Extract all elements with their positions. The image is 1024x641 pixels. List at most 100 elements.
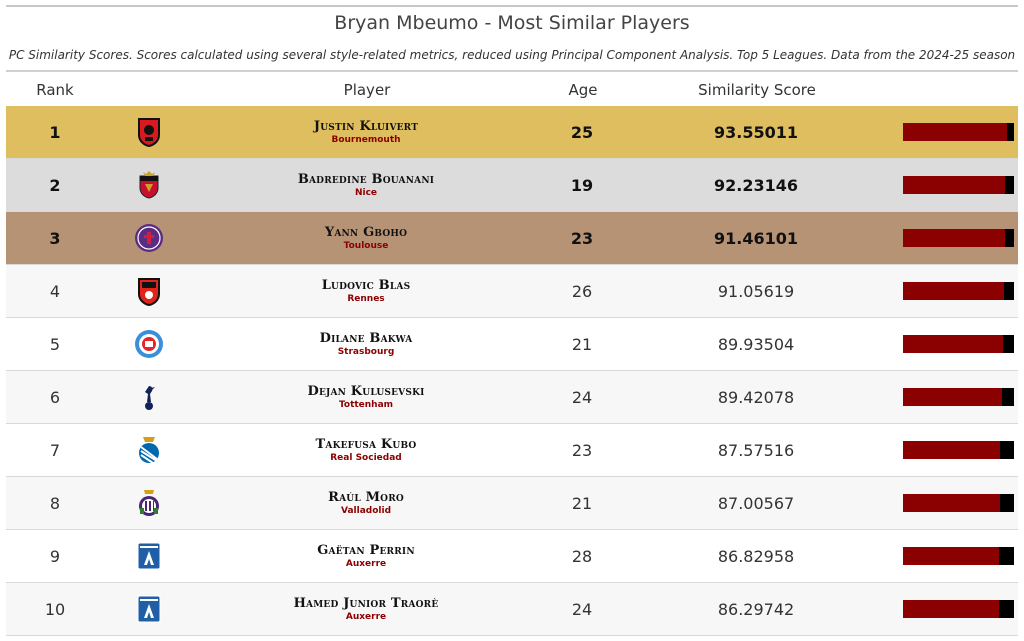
player-team: Tottenham	[338, 399, 394, 410]
age-cell: 25	[570, 122, 594, 142]
player-cell: Gaëtan Perrin Auxerre	[266, 530, 466, 582]
auxerre-crest-icon	[133, 583, 165, 635]
player-cell: Yann Gboho Toulouse	[266, 212, 466, 264]
table-row: 7 Takefusa Kubo Real Sociedad 23 87.57516	[6, 424, 1018, 477]
rank-cell: 6	[49, 387, 61, 407]
score-cell: 91.05619	[717, 281, 795, 301]
player-cell: Badredine Bouanani Nice	[266, 159, 466, 211]
header-similarity-score: Similarity Score	[698, 81, 816, 99]
player-team: Bournemouth	[331, 134, 401, 145]
age-cell: 24	[571, 599, 593, 619]
rank-cell: 8	[49, 493, 61, 513]
bournemouth-crest-icon	[133, 106, 165, 158]
rank-cell: 5	[49, 334, 61, 354]
rank-cell: 9	[49, 546, 61, 566]
rank-cell: 3	[49, 228, 61, 248]
similarity-bar	[903, 600, 1014, 618]
player-cell: Takefusa Kubo Real Sociedad	[266, 424, 466, 476]
header-rank: Rank	[36, 81, 74, 99]
table-row: 3 Yann Gboho Toulouse 23 91.46101	[6, 212, 1018, 265]
toulouse-crest-icon	[133, 212, 165, 264]
rank-cell: 4	[49, 281, 61, 301]
tottenham-crest-icon	[133, 371, 165, 423]
table-row: 4 Ludovic Blas Rennes 26 91.05619	[6, 265, 1018, 318]
age-cell: 28	[571, 546, 593, 566]
player-name: Gaëtan Perrin	[317, 542, 415, 558]
age-cell: 26	[571, 281, 593, 301]
similarity-bar	[903, 547, 1014, 565]
score-cell: 92.23146	[713, 175, 798, 195]
player-cell: Ludovic Blas Rennes	[266, 265, 466, 317]
real-sociedad-crest-icon	[133, 424, 165, 476]
similarity-bar-fill	[903, 229, 1005, 247]
table-row: 1 Justin Kluivert Bournemouth 25 93.55011	[6, 106, 1018, 159]
player-name: Raúl Moro	[328, 489, 404, 505]
table-row: 5 Dilane Bakwa Strasbourg 21 89.93504	[6, 318, 1018, 371]
score-cell: 87.00567	[717, 493, 795, 513]
score-cell: 89.93504	[717, 334, 795, 354]
player-cell: Hamed Junior Traorè Auxerre	[266, 583, 466, 635]
table-row: 10 Hamed Junior Traorè Auxerre 24 86.29742	[6, 583, 1018, 636]
table-row: 9 Gaëtan Perrin Auxerre 28 86.82958	[6, 530, 1018, 583]
rennes-crest-icon	[133, 265, 165, 317]
player-name: Hamed Junior Traorè	[293, 595, 439, 611]
player-name: Takefusa Kubo	[315, 436, 417, 452]
strasbourg-crest-icon	[133, 318, 165, 370]
similarity-bar-fill	[903, 176, 1006, 194]
player-team: Strasbourg	[337, 346, 395, 357]
auxerre-crest-icon	[133, 530, 165, 582]
age-cell: 21	[571, 334, 593, 354]
player-name: Dejan Kulusevski	[307, 383, 425, 399]
header-player: Player	[343, 81, 391, 99]
similarity-bar-fill	[903, 388, 1003, 406]
similarity-bar	[903, 335, 1014, 353]
similarity-bar-fill	[903, 547, 1000, 565]
player-team: Auxerre	[345, 558, 387, 569]
age-cell: 19	[570, 175, 594, 195]
player-team: Real Sociedad	[330, 452, 402, 463]
player-name: Badredine Bouanani	[297, 171, 435, 187]
similarity-bar-fill	[903, 335, 1003, 353]
score-cell: 89.42078	[717, 387, 795, 407]
score-cell: 91.46101	[713, 228, 798, 248]
player-name: Justin Kluivert	[313, 118, 419, 134]
table-header: Rank Player Age Similarity Score	[6, 70, 1018, 110]
similarity-bar	[903, 282, 1014, 300]
player-team: Rennes	[347, 293, 385, 304]
age-cell: 24	[571, 387, 593, 407]
similarity-bar	[903, 388, 1014, 406]
score-cell: 87.57516	[717, 440, 795, 460]
table-row: 6 Dejan Kulusevski Tottenham 24 89.42078	[6, 371, 1018, 424]
rank-cell: 2	[49, 175, 61, 195]
similarity-bar-fill	[903, 123, 1007, 141]
player-team: Toulouse	[343, 240, 389, 251]
player-team: Auxerre	[345, 611, 387, 622]
similarity-bar-fill	[903, 600, 999, 618]
player-cell: Justin Kluivert Bournemouth	[266, 106, 466, 158]
player-cell: Dilane Bakwa Strasbourg	[266, 318, 466, 370]
player-team: Nice	[354, 187, 378, 198]
score-cell: 86.29742	[717, 599, 795, 619]
similarity-bar	[903, 123, 1014, 141]
chart-title: Bryan Mbeumo - Most Similar Players	[334, 12, 690, 34]
similarity-bar	[903, 494, 1014, 512]
score-cell: 86.82958	[717, 546, 795, 566]
similarity-bar	[903, 176, 1014, 194]
player-cell: Raúl Moro Valladolid	[266, 477, 466, 529]
table-row: 2 Badredine Bouanani Nice 19 92.23146	[6, 159, 1018, 212]
age-cell: 23	[570, 228, 594, 248]
player-name: Dilane Bakwa	[319, 330, 413, 346]
player-name: Yann Gboho	[324, 224, 408, 240]
top-rule	[6, 5, 1018, 7]
nice-crest-icon	[133, 159, 165, 211]
similarity-bar-fill	[903, 441, 1001, 459]
table-body: 1 Justin Kluivert Bournemouth 25 93.55011 2 Ba…	[6, 106, 1018, 636]
player-name: Ludovic Blas	[321, 277, 411, 293]
player-team: Valladolid	[340, 505, 392, 516]
rank-cell: 10	[44, 599, 66, 619]
header-age: Age	[568, 81, 598, 99]
similarity-bar	[903, 229, 1014, 247]
rank-cell: 1	[49, 122, 61, 142]
score-cell: 93.55011	[713, 122, 798, 142]
